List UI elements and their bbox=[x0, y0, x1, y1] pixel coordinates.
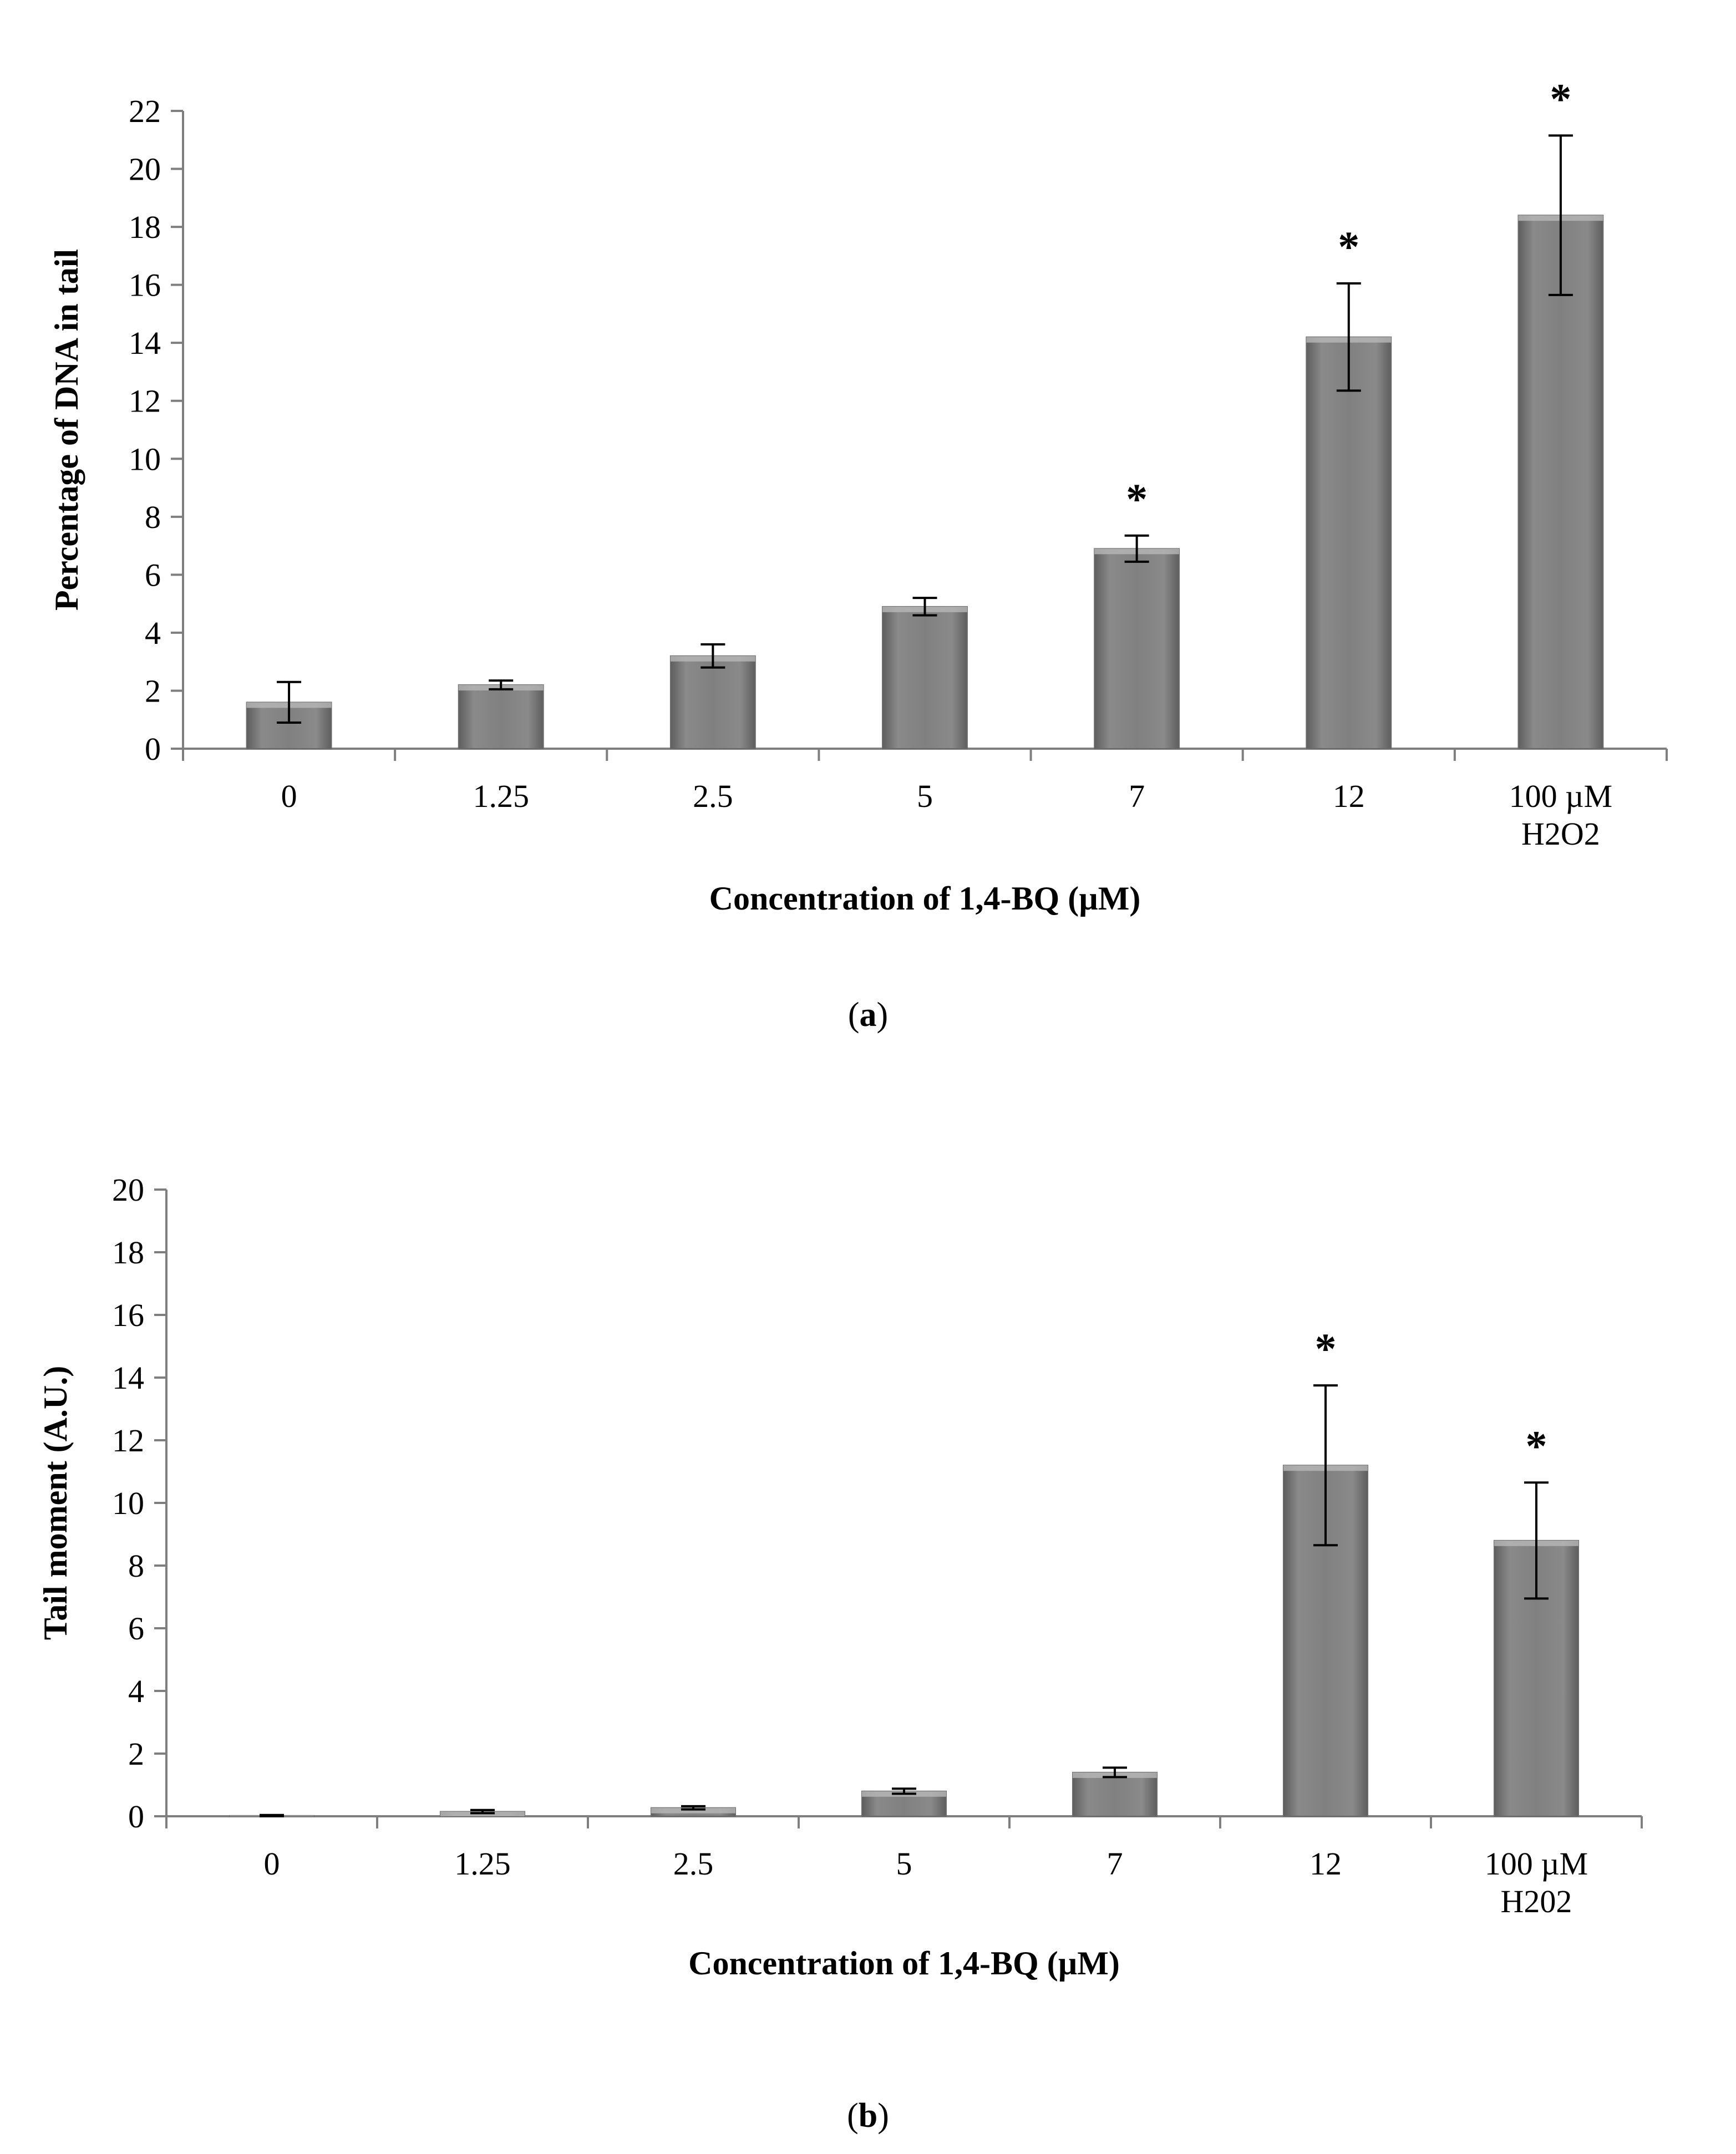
y-tick-label-b-2: 4 bbox=[128, 1673, 144, 1709]
y-axis-title-a: Percentage of DNA in tail bbox=[48, 249, 85, 611]
x-tick-label-a-3: 5 bbox=[917, 778, 933, 814]
significance-marker-a-6: * bbox=[1550, 74, 1571, 123]
bar-b-4 bbox=[1072, 1771, 1158, 1817]
x-tick-label-b-4: 7 bbox=[1107, 1846, 1123, 1882]
y-tick-label-b-4: 8 bbox=[128, 1548, 144, 1584]
bar-highlight-b-2 bbox=[651, 1807, 735, 1813]
y-tick-label-b-10: 20 bbox=[112, 1172, 144, 1208]
x-tick-label-b-2: 2.5 bbox=[673, 1846, 714, 1882]
chart-b: 0 2 4 6 8 10 12 14 16 18 20 0 1.25 2.5 5 7 12 * 100 µM H202… bbox=[37, 1172, 1643, 1982]
y-tick-label-b-1: 2 bbox=[128, 1736, 144, 1772]
y-tick-label-b-9: 18 bbox=[112, 1235, 144, 1271]
y-tick-label-b-7: 14 bbox=[112, 1360, 144, 1396]
bar-a-5 bbox=[1306, 336, 1392, 749]
figure-a: 0 2 4 6 8 10 12 14 16 18 20 22 0 1.25 2.5 5 7 * 12 * 100 µM H… bbox=[0, 0, 1736, 1076]
y-tick-label-a-0: 0 bbox=[145, 731, 161, 767]
y-tick-label-a-6: 12 bbox=[129, 383, 161, 419]
x-tick-label-a-0: 0 bbox=[281, 778, 297, 814]
y-tick-label-b-5: 10 bbox=[112, 1485, 144, 1521]
y-tick-label-b-8: 16 bbox=[112, 1297, 144, 1333]
x-tick-label-a-6: 100 µM H2O2 bbox=[1509, 778, 1613, 852]
y-tick-label-a-9: 18 bbox=[129, 209, 161, 245]
y-tick-label-b-0: 0 bbox=[128, 1799, 144, 1835]
bar-a-4 bbox=[1094, 548, 1180, 749]
significance-marker-b-6: * bbox=[1526, 1421, 1547, 1470]
x-tick-label-b-1: 1.25 bbox=[454, 1846, 511, 1882]
significance-marker-a-4: * bbox=[1126, 475, 1148, 523]
x-axis-title-b: Concentration of 1,4-BQ (µM) bbox=[688, 1945, 1120, 1982]
x-tick-label-b-0: 0 bbox=[264, 1846, 280, 1882]
y-tick-label-a-7: 14 bbox=[129, 325, 161, 361]
x-tick-label-b-3: 5 bbox=[896, 1846, 912, 1882]
bar-a-6 bbox=[1517, 215, 1604, 749]
y-tick-label-a-3: 6 bbox=[145, 557, 161, 593]
x-tick-label-a-1: 1.25 bbox=[473, 778, 529, 814]
y-tick-label-a-11: 22 bbox=[129, 93, 161, 129]
y-tick-label-a-2: 4 bbox=[145, 615, 161, 651]
caption-a: (a) bbox=[847, 996, 889, 1034]
caption-b: (b) bbox=[847, 2097, 889, 2135]
x-tick-label-a-4: 7 bbox=[1129, 778, 1145, 814]
bar-a-1 bbox=[458, 684, 544, 749]
y-tick-label-a-10: 20 bbox=[129, 151, 161, 187]
y-tick-label-a-4: 8 bbox=[145, 499, 161, 535]
x-axis-title-a: Concentration of 1,4-BQ (µM) bbox=[709, 880, 1141, 917]
y-tick-label-b-6: 12 bbox=[112, 1423, 144, 1459]
y-tick-label-a-5: 10 bbox=[129, 441, 161, 477]
chart-a: 0 2 4 6 8 10 12 14 16 18 20 22 0 1.25 2.5 5 7 * 12 * 100 µM H… bbox=[48, 74, 1668, 917]
y-tick-label-a-8: 16 bbox=[129, 267, 161, 303]
y-tick-label-a-1: 2 bbox=[145, 673, 161, 709]
y-axis-title-b: Tail moment (A.U.) bbox=[37, 1366, 74, 1640]
bar-a-3 bbox=[882, 606, 968, 749]
x-tick-label-b-6: 100 µM H202 bbox=[1485, 1846, 1588, 1919]
y-tick-label-b-3: 6 bbox=[128, 1611, 144, 1647]
x-tick-label-a-2: 2.5 bbox=[693, 778, 733, 814]
x-tick-label-a-5: 12 bbox=[1333, 778, 1365, 814]
significance-marker-b-5: * bbox=[1315, 1324, 1337, 1373]
figure-b: 0 2 4 6 8 10 12 14 16 18 20 0 1.25 2.5 5 7 12 * 100 µM H202… bbox=[0, 1076, 1736, 2154]
significance-marker-a-5: * bbox=[1338, 222, 1359, 271]
bar-a-2 bbox=[669, 655, 756, 750]
x-tick-label-b-5: 12 bbox=[1309, 1846, 1342, 1882]
